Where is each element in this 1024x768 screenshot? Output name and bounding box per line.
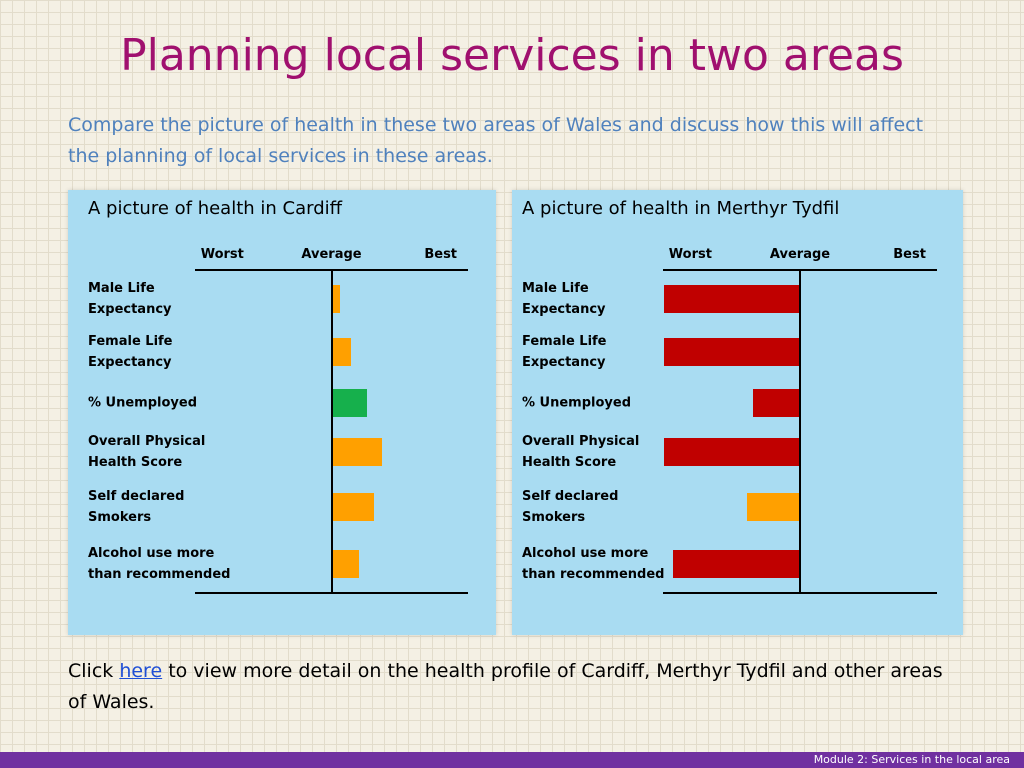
link[interactable]: here [119, 660, 163, 682]
x-tick-label: Best [893, 247, 926, 262]
chart-panel: A picture of health in Cardiff Worst Avera… [68, 190, 496, 635]
subtitle: Compare the picture of health in these t… [68, 114, 924, 167]
bar [746, 493, 800, 521]
category-label: Female Life Expectancy [522, 334, 607, 370]
category-label: Self declared Smokers [88, 489, 185, 525]
bar [331, 493, 374, 521]
category-label: Male Life Expectancy [88, 281, 172, 317]
chart-panel: A picture of health in Merthyr Tydfil Wor… [512, 190, 963, 635]
x-tick-label: Average [769, 247, 831, 262]
bar [331, 285, 340, 313]
average-line [799, 270, 801, 593]
footer-bar [0, 752, 1024, 768]
bar [331, 550, 359, 578]
chart-title: A picture of health in Merthyr Tydfil [522, 198, 840, 219]
note-text: to view more detail on the health profil… [68, 660, 943, 713]
bar [664, 285, 800, 313]
axis-line [195, 592, 468, 594]
category-label: Self declared Smokers [522, 489, 619, 525]
chart-title: A picture of health in Cardiff [88, 198, 343, 219]
bar [672, 550, 800, 578]
category-label: Male Life Expectancy [522, 281, 606, 317]
axis-line [663, 592, 937, 594]
x-tick-label: Worst [668, 247, 712, 262]
x-tick-label: Worst [200, 247, 244, 262]
bar [331, 438, 382, 466]
bar [664, 438, 800, 466]
footer: Module 2: Services in the local area [813, 753, 1010, 766]
slide-title: Planning local services in two areas [120, 30, 904, 81]
category-label: Female Life Expectancy [88, 334, 173, 370]
x-tick-label: Average [301, 247, 362, 262]
bar [753, 389, 800, 417]
category-label: Alcohol use more than recommended [522, 546, 665, 582]
note-text: Click [68, 660, 120, 682]
average-line [330, 270, 333, 593]
bar [331, 338, 351, 366]
category-label: % Unemployed [522, 395, 632, 411]
category-label: % Unemployed [88, 395, 198, 411]
category-label: Overall Physical Health Score [88, 434, 206, 470]
x-tick-label: Best [424, 247, 458, 262]
category-label: Alcohol use more than recommended [88, 546, 231, 582]
category-label: Overall Physical Health Score [522, 434, 640, 470]
bar [331, 389, 367, 417]
note: Click here to view more detail on the he… [68, 656, 948, 718]
bar [664, 338, 800, 366]
